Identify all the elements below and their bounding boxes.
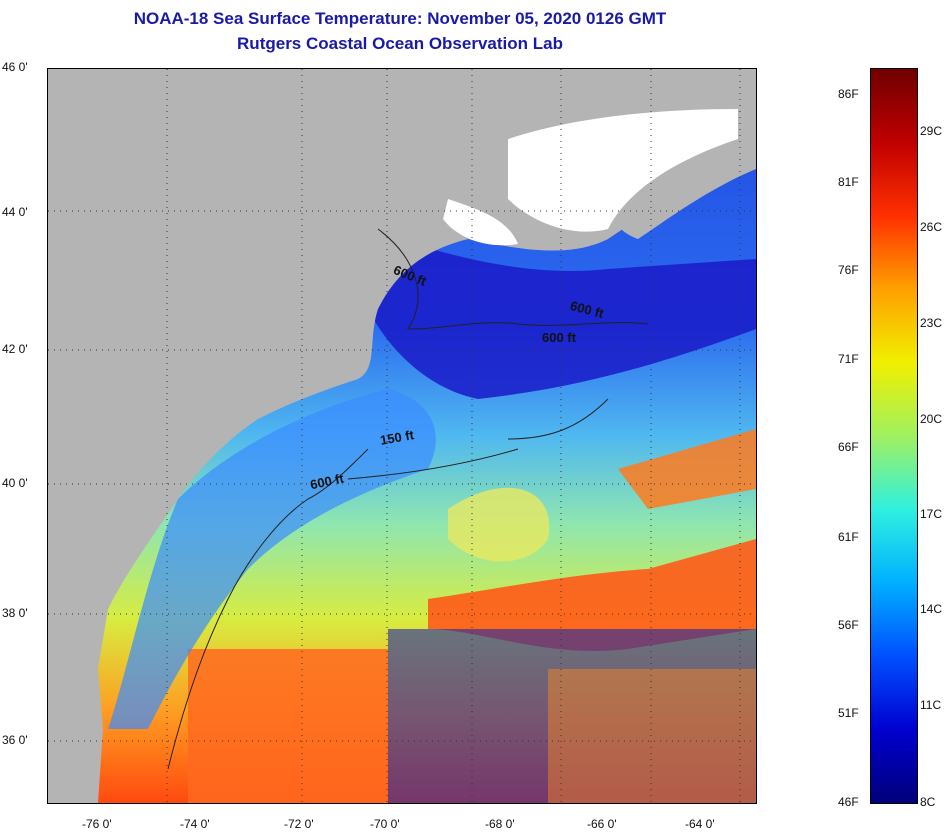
colorbar-f-label: 61F [838, 530, 859, 544]
temperature-colorbar [870, 68, 918, 804]
gulf-of-maine [368, 229, 756, 399]
colorbar-c-label: 23C [920, 316, 943, 330]
warm-speckle-southeast [548, 669, 756, 803]
lon-label: -72 0' [284, 817, 314, 831]
colorbar-f-label: 56F [838, 618, 859, 632]
colorbar-c-label: 29C [920, 124, 943, 138]
depth-label: 600 ft [542, 330, 576, 345]
cloud-cover-north [508, 109, 738, 232]
colorbar-c-label: 17C [920, 507, 943, 521]
colorbar-c-label: 11C [920, 698, 942, 712]
colorbar-f-label: 81F [838, 175, 859, 189]
chart-subtitle: Rutgers Coastal Ocean Observation Lab [237, 34, 563, 53]
warm-ring [448, 487, 550, 562]
colorbar-f-label: 86F [838, 87, 859, 101]
cloud-cover-coast [443, 199, 518, 246]
warm-eddy-east [618, 429, 756, 509]
lon-label: -66 0' [587, 817, 617, 831]
lat-label: 44 0' [2, 205, 28, 219]
colorbar-f-label: 66F [838, 440, 859, 454]
colorbar-c-label: 8C [920, 795, 936, 809]
lat-label: 38 0' [2, 606, 28, 620]
lon-label: -74 0' [180, 817, 210, 831]
colorbar-f-label: 76F [838, 263, 859, 277]
colorbar-f-label: 46F [838, 795, 859, 809]
sst-map-graphic [48, 69, 756, 803]
lon-label: -64 0' [685, 817, 715, 831]
lon-label: -68 0' [485, 817, 515, 831]
lat-label: 46 0' [2, 60, 28, 74]
colorbar-f-label: 51F [838, 706, 859, 720]
colorbar-f-label: 71F [838, 352, 859, 366]
lat-label: 36 0' [2, 733, 28, 747]
lat-label: 42 0' [2, 342, 28, 356]
lat-label: 40 0' [2, 476, 28, 490]
colorbar-c-label: 14C [920, 602, 943, 616]
cloud-speckle-south [388, 629, 756, 803]
colorbar-c-label: 20C [920, 412, 943, 426]
land-northeast-us [48, 69, 756, 803]
graticule [48, 69, 756, 803]
lon-label: -76 0' [82, 817, 112, 831]
lon-label: -70 0' [370, 817, 400, 831]
gulf-stream [428, 539, 756, 652]
depth-contours [167, 228, 649, 770]
continental-shelf [108, 389, 436, 729]
warm-patch-south [188, 649, 388, 803]
sst-map [47, 68, 757, 804]
colorbar-c-label: 26C [920, 220, 943, 234]
chart-title: NOAA-18 Sea Surface Temperature: Novembe… [133, 9, 667, 28]
